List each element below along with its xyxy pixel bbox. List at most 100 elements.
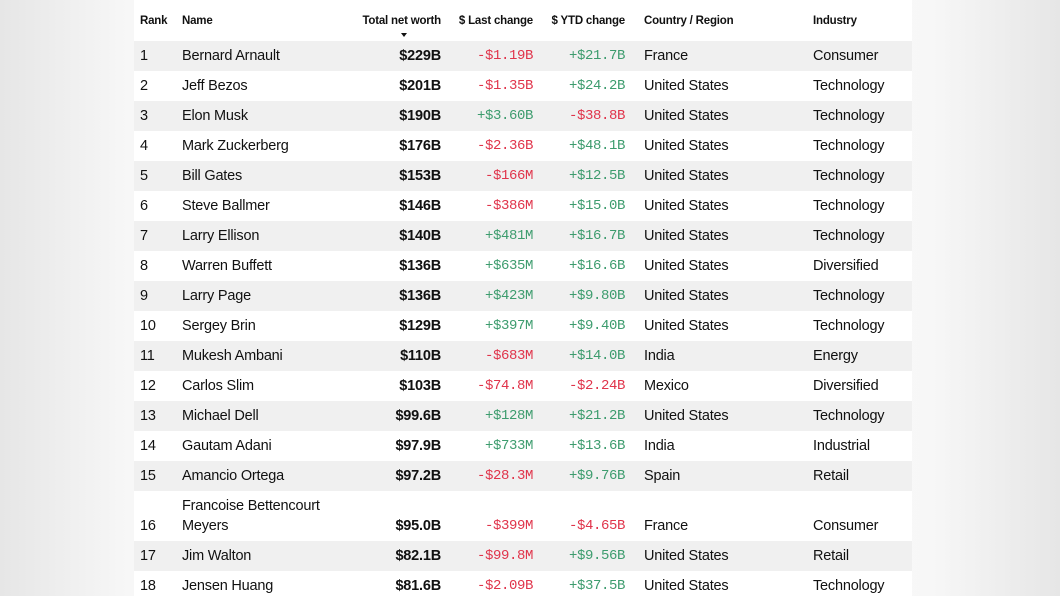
industry-cell: Consumer <box>813 518 879 534</box>
country-cell: United States <box>631 281 807 311</box>
last-change-cell: -$2.36B <box>476 138 533 154</box>
industry-cell: Technology <box>807 161 912 191</box>
country-cell: United States <box>644 198 729 214</box>
last-change-cell: +$128M <box>447 401 539 431</box>
table-row: 15 Amancio Ortega $97.2B -$28.3M +$9.76B Spai… <box>134 461 912 491</box>
rank-cell: 10 <box>140 318 156 334</box>
header-text: $ YTD change <box>551 14 626 27</box>
name-cell: Sergey Brin <box>182 318 256 334</box>
ytd-change-cell: +$9.56B <box>539 541 631 571</box>
country-cell: France <box>631 41 807 71</box>
net-worth-cell: $201B <box>399 78 441 94</box>
ytd-change-cell: +$9.40B <box>568 318 625 334</box>
name-cell: Larry Page <box>176 281 346 311</box>
country-cell: France <box>644 518 688 534</box>
industry-cell: Technology <box>813 198 885 214</box>
rank-cell: 16 <box>140 518 156 534</box>
country-cell: India <box>631 341 807 371</box>
last-change-cell: +$635M <box>484 258 533 274</box>
name-cell: Michael Dell <box>176 401 346 431</box>
table-row: 7 Larry Ellison $140B +$481M +$16.7B United S… <box>134 221 912 251</box>
country-cell: Mexico <box>644 378 689 394</box>
industry-cell: Diversified <box>813 258 879 274</box>
header-rank[interactable]: Rank <box>134 0 176 41</box>
table-row: 9 Larry Page $136B +$423M +$9.80B United Stat… <box>134 281 912 311</box>
last-change-cell: +$481M <box>447 221 539 251</box>
header-text: Rank <box>140 14 168 27</box>
rank-cell: 9 <box>134 281 176 311</box>
industry-cell: Consumer <box>807 41 912 71</box>
rank-cell: 6 <box>140 198 148 214</box>
ytd-change-cell: +$14.0B <box>539 341 631 371</box>
name-cell: Elon Musk <box>176 101 346 131</box>
ytd-change-cell: +$16.6B <box>568 258 625 274</box>
net-worth-cell: $136B <box>399 258 441 274</box>
net-worth-cell: $97.9B <box>395 438 441 454</box>
name-cell: Mark Zuckerberg <box>182 138 289 154</box>
billionaires-table: Rank Name Total net worth $ Last change $ YT… <box>134 0 912 596</box>
name-cell: Jeff Bezos <box>182 78 248 94</box>
net-worth-cell: $146B <box>399 198 441 214</box>
last-change-cell: -$1.19B <box>447 41 539 71</box>
ytd-change-cell: +$12.5B <box>539 161 631 191</box>
rank-cell: 14 <box>140 438 156 454</box>
last-change-cell: -$2.09B <box>476 578 533 594</box>
rank-cell: 12 <box>140 378 156 394</box>
header-name[interactable]: Name <box>176 0 346 41</box>
industry-cell: Retail <box>807 461 912 491</box>
industry-cell: Technology <box>813 578 885 594</box>
table-row: 4 Mark Zuckerberg $176B -$2.36B +$48.1B Unite… <box>134 131 912 161</box>
table-row: 2 Jeff Bezos $201B -$1.35B +$24.2B United Sta… <box>134 71 912 101</box>
header-industry[interactable]: Industry <box>807 0 912 41</box>
name-cell: Carlos Slim <box>182 378 254 394</box>
header-text: Total net worth <box>362 14 441 27</box>
net-worth-cell: $81.6B <box>395 578 441 594</box>
country-cell: United States <box>631 541 807 571</box>
name-cell: Steve Ballmer <box>182 198 270 214</box>
name-cell: Amancio Ortega <box>176 461 346 491</box>
rank-cell: 17 <box>134 541 176 571</box>
industry-cell: Technology <box>807 221 912 251</box>
header-text: Name <box>182 14 213 27</box>
table-row: 6 Steve Ballmer $146B -$386M +$15.0B United S… <box>134 191 912 221</box>
table-row: 1 Bernard Arnault $229B -$1.19B +$21.7B Franc… <box>134 41 912 71</box>
last-change-cell: -$683M <box>447 341 539 371</box>
industry-cell: Technology <box>813 78 885 94</box>
industry-cell: Energy <box>807 341 912 371</box>
industry-cell: Technology <box>807 281 912 311</box>
last-change-cell: -$386M <box>484 198 533 214</box>
name-cell: Francoise Bettencourt Meyers <box>182 498 320 534</box>
country-cell: United States <box>644 258 729 274</box>
net-worth-cell: $82.1B <box>346 541 447 571</box>
rank-cell: 18 <box>140 578 156 594</box>
industry-cell: Technology <box>813 138 885 154</box>
rank-cell: 5 <box>134 161 176 191</box>
country-cell: United States <box>644 578 729 594</box>
net-worth-cell: $190B <box>346 101 447 131</box>
net-worth-cell: $136B <box>346 281 447 311</box>
net-worth-cell: $129B <box>399 318 441 334</box>
net-worth-cell: $176B <box>399 138 441 154</box>
table-row: 12 Carlos Slim $103B -$74.8M -$2.24B Mexico Di… <box>134 371 912 401</box>
header-ytd-change[interactable]: $ YTD change <box>539 0 631 41</box>
country-cell: United States <box>631 401 807 431</box>
ytd-change-cell: +$37.5B <box>568 578 625 594</box>
ytd-change-cell: +$16.7B <box>539 221 631 251</box>
header-country[interactable]: Country / Region <box>631 0 807 41</box>
ytd-change-cell: +$21.7B <box>539 41 631 71</box>
table-header: Rank Name Total net worth $ Last change $ YT… <box>134 0 912 41</box>
net-worth-cell: $153B <box>346 161 447 191</box>
table-row: 10 Sergey Brin $129B +$397M +$9.40B United St… <box>134 311 912 341</box>
rank-cell: 8 <box>140 258 148 274</box>
header-net-worth[interactable]: Total net worth <box>346 0 447 41</box>
table-row: 17 Jim Walton $82.1B -$99.8M +$9.56B United S… <box>134 541 912 571</box>
rank-cell: 11 <box>134 341 176 371</box>
country-cell: United States <box>644 78 729 94</box>
name-cell: Gautam Adani <box>182 438 272 454</box>
table-container: Rank Name Total net worth $ Last change $ YT… <box>134 0 912 596</box>
country-cell: United States <box>631 161 807 191</box>
name-cell: Jim Walton <box>176 541 346 571</box>
last-change-cell: +$3.60B <box>447 101 539 131</box>
header-last-change[interactable]: $ Last change <box>447 0 539 41</box>
